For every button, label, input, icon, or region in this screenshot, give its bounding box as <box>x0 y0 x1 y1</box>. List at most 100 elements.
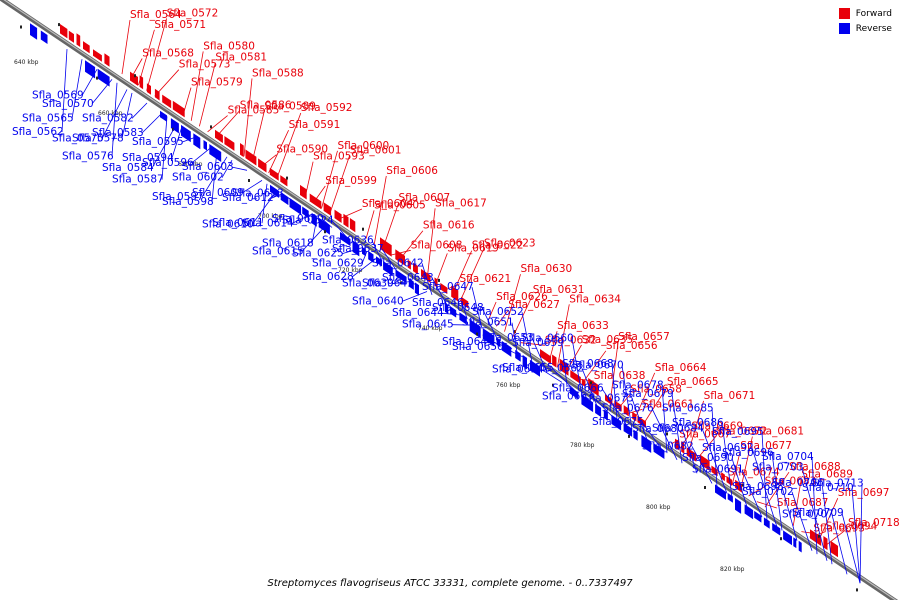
forward-gene-label[interactable]: Sfla_0671 <box>704 390 756 402</box>
reverse-gene-label[interactable]: Sfla_0692 <box>702 442 754 454</box>
reverse-gene-label[interactable]: Sfla_0644 <box>392 307 444 319</box>
reverse-gene-label[interactable]: Sfla_0640 <box>352 295 404 307</box>
forward-gene-label[interactable]: Sfla_0607 <box>399 192 451 204</box>
reverse-gene-label[interactable]: Sfla_0663 <box>542 390 594 402</box>
reverse-gene-label[interactable]: Sfla_0690 <box>682 452 734 464</box>
reverse-gene-label[interactable]: Sfla_0613 <box>232 187 284 199</box>
forward-gene-label[interactable]: Sfla_0693 <box>813 522 865 534</box>
reverse-gene-label[interactable]: Sfla_0678 <box>612 380 664 392</box>
forward-gene-label[interactable]: Sfla_0674 <box>728 467 780 479</box>
forward-gene-label[interactable]: Sfla_0581 <box>215 52 267 64</box>
reverse-gene-label[interactable]: Sfla_0703 <box>752 462 804 474</box>
reverse-gene-label[interactable]: Sfla_0639 <box>342 278 394 290</box>
reverse-gene-label[interactable]: Sfla_0583 <box>92 127 144 139</box>
reverse-gene-label[interactable]: Sfla_0650 <box>452 341 504 353</box>
reverse-gene-label[interactable]: Sfla_0569 <box>32 90 84 102</box>
forward-gene-label[interactable]: Sfla_0572 <box>167 7 219 19</box>
reverse-gene-label[interactable]: Sfla_0679 <box>622 388 674 400</box>
forward-gene-label[interactable]: Sfla_0588 <box>252 67 304 79</box>
forward-gene-label[interactable]: Sfla_0579 <box>191 77 243 89</box>
reverse-gene-label[interactable]: Sfla_0706 <box>772 477 824 489</box>
reverse-gene-label[interactable]: Sfla_0597 <box>152 191 204 203</box>
reverse-gene-label[interactable]: Sfla_0645 <box>402 319 454 331</box>
reverse-gene-label[interactable]: Sfla_0647 <box>422 281 474 293</box>
reverse-gene-label[interactable]: Sfla_0609 <box>192 187 244 199</box>
reverse-gene-label[interactable]: Sfla_0615 <box>252 245 304 257</box>
reverse-gene-label[interactable]: Sfla_0651 <box>462 317 514 329</box>
forward-gene-label[interactable]: Sfla_0585 <box>228 105 280 117</box>
reverse-gene-label[interactable]: Sfla_0696 <box>722 447 774 459</box>
reverse-gene-label[interactable]: Sfla_0575 <box>52 133 104 145</box>
reverse-gene-label[interactable]: Sfla_0682 <box>642 440 694 452</box>
forward-gene-label[interactable]: Sfla_0697 <box>838 487 890 499</box>
reverse-gene-label[interactable]: Sfla_0654 <box>492 364 544 376</box>
forward-gene-label[interactable]: Sfla_0604 <box>362 198 414 210</box>
reverse-gene-label[interactable]: Sfla_0587 <box>112 174 164 186</box>
forward-gene-label[interactable]: Sfla_0589 <box>264 101 316 113</box>
forward-gene-label[interactable]: Sfla_0627 <box>508 299 560 311</box>
reverse-gene-label[interactable]: Sfla_0584 <box>102 162 154 174</box>
forward-gene-label[interactable]: Sfla_0573 <box>179 59 231 71</box>
forward-gene-label[interactable]: Sfla_0681 <box>752 426 804 438</box>
reverse-gene-label[interactable]: Sfla_0684 <box>652 422 704 434</box>
reverse-gene-label[interactable]: Sfla_0628 <box>302 271 354 283</box>
reverse-gene-label[interactable]: Sfla_0641 <box>362 277 414 289</box>
reverse-gene-label[interactable]: Sfla_0596 <box>142 157 194 169</box>
reverse-gene-label[interactable]: Sfla_0655 <box>502 362 554 374</box>
reverse-gene-label[interactable]: Sfla_0707 <box>782 509 834 521</box>
reverse-gene-label[interactable]: Sfla_0649 <box>442 336 494 348</box>
reverse-gene-label[interactable]: Sfla_0675 <box>592 416 644 428</box>
reverse-gene-label[interactable]: Sfla_0602 <box>172 172 224 184</box>
forward-gene-label[interactable]: Sfla_0638 <box>594 370 646 382</box>
forward-gene-label[interactable]: Sfla_0631 <box>533 284 585 296</box>
reverse-gene-label[interactable]: Sfla_0594 <box>122 152 174 164</box>
reverse-gene-label[interactable]: Sfla_0614 <box>242 217 294 229</box>
forward-gene-label[interactable]: Sfla_0621 <box>460 273 512 285</box>
forward-gene-label[interactable]: Sfla_0672 <box>716 426 768 438</box>
forward-gene-label[interactable]: Sfla_0619 <box>447 242 499 254</box>
reverse-gene-label[interactable]: Sfla_0709 <box>792 507 844 519</box>
reverse-gene-label[interactable]: Sfla_0666 <box>552 383 604 395</box>
reverse-gene-label[interactable]: Sfla_0691 <box>692 464 744 476</box>
reverse-gene-label[interactable]: Sfla_0576 <box>62 150 114 162</box>
forward-gene-label[interactable]: Sfla_0658 <box>630 383 682 395</box>
reverse-gene-label[interactable]: Sfla_0660 <box>522 332 574 344</box>
forward-gene-label[interactable]: Sfla_0630 <box>521 263 573 275</box>
reverse-gene-label[interactable]: Sfla_0713 <box>812 477 864 489</box>
reverse-gene-label[interactable]: Sfla_0620 <box>272 213 324 225</box>
forward-gene-label[interactable]: Sfla_0677 <box>740 440 792 452</box>
forward-gene-label[interactable]: Sfla_0633 <box>557 320 609 332</box>
reverse-gene-label[interactable]: Sfla_0646 <box>412 297 464 309</box>
reverse-gene-label[interactable]: Sfla_0603 <box>182 161 234 173</box>
forward-gene-label[interactable]: Sfla_0580 <box>203 40 255 52</box>
forward-gene-label[interactable]: Sfla_0605 <box>374 199 426 211</box>
reverse-gene-label[interactable]: Sfla_0595 <box>132 136 184 148</box>
forward-gene-label[interactable]: Sfla_0586 <box>240 100 292 112</box>
forward-gene-label[interactable]: Sfla_0617 <box>435 197 487 209</box>
reverse-gene-label[interactable]: Sfla_0618 <box>262 238 314 250</box>
reverse-gene-label[interactable]: Sfla_0702 <box>742 486 794 498</box>
forward-gene-label[interactable]: Sfla_0718 <box>848 517 900 529</box>
forward-gene-label[interactable]: Sfla_0688 <box>789 461 841 473</box>
forward-gene-label[interactable]: Sfla_0593 <box>313 151 365 163</box>
reverse-gene-label[interactable]: Sfla_0565 <box>22 113 74 125</box>
forward-gene-label[interactable]: Sfla_0689 <box>801 469 853 481</box>
forward-gene-label[interactable]: Sfla_0632 <box>545 334 597 346</box>
reverse-gene-label[interactable]: Sfla_0676 <box>602 403 654 415</box>
forward-gene-label[interactable]: Sfla_0600 <box>338 140 390 152</box>
reverse-gene-label[interactable]: Sfla_0704 <box>762 451 814 463</box>
reverse-gene-label[interactable]: Sfla_0648 <box>432 302 484 314</box>
forward-gene-label[interactable]: Sfla_0564 <box>130 9 182 21</box>
forward-gene-label[interactable]: Sfla_0635 <box>582 334 634 346</box>
reverse-gene-label[interactable]: Sfla_0659 <box>512 337 564 349</box>
forward-gene-label[interactable]: Sfla_0687 <box>777 497 829 509</box>
reverse-gene-label[interactable]: Sfla_0695 <box>712 426 764 438</box>
forward-gene-label[interactable]: Sfla_0657 <box>618 331 670 343</box>
reverse-gene-label[interactable]: Sfla_0611 <box>212 217 264 229</box>
reverse-gene-label[interactable]: Sfla_0662 <box>532 362 584 374</box>
reverse-gene-label[interactable]: Sfla_0698 <box>732 481 784 493</box>
forward-gene-label[interactable]: Sfla_0592 <box>301 102 353 114</box>
reverse-gene-label[interactable]: Sfla_0598 <box>162 196 214 208</box>
reverse-gene-label[interactable]: Sfla_0629 <box>312 258 364 270</box>
forward-gene-label[interactable]: Sfla_0669 <box>691 421 743 433</box>
